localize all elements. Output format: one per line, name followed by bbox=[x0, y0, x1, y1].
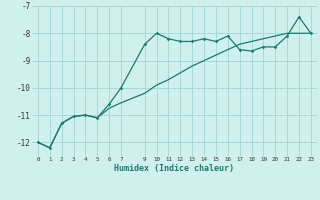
X-axis label: Humidex (Indice chaleur): Humidex (Indice chaleur) bbox=[115, 164, 234, 173]
